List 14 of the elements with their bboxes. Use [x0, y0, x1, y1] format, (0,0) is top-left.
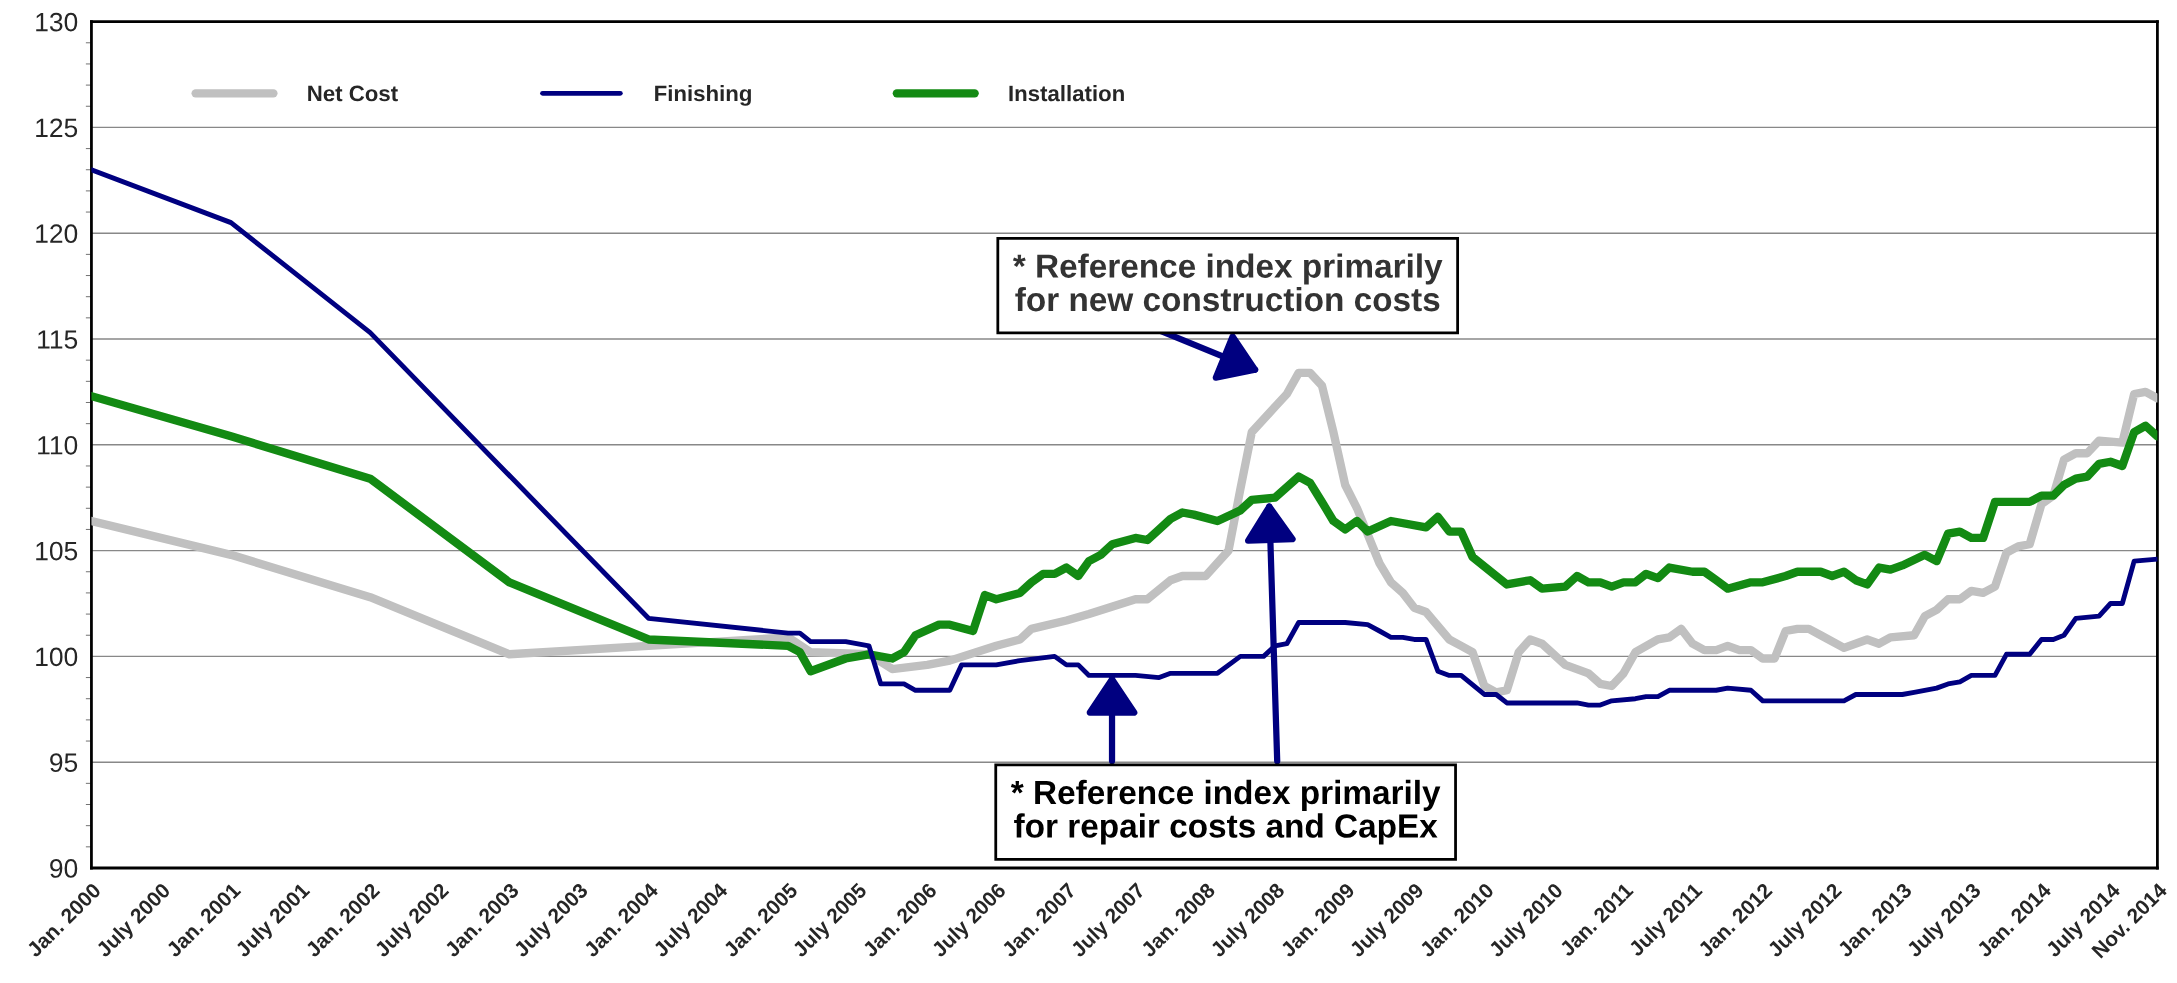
- y-tick-label: 130: [36, 12, 78, 32]
- legend-label: Installation: [1009, 85, 1124, 102]
- y-tick-label: 95: [50, 753, 78, 773]
- y-tick-label: 125: [36, 118, 78, 138]
- annotation: * Reference index primarily for repair costs and CapEx: [1010, 779, 1441, 845]
- legend-label: Net Cost: [308, 85, 398, 102]
- y-tick-label: 90: [50, 859, 78, 878]
- y-tick-label: 110: [38, 435, 78, 455]
- y-tick-label: 120: [36, 224, 78, 244]
- y-tick-label: 105: [36, 541, 78, 561]
- y-tick-label: 100: [36, 647, 78, 667]
- y-tick-label: 115: [38, 330, 78, 349]
- legend-label: Finishing: [655, 85, 751, 106]
- annotation: * Reference index primarily for new construction costs: [1012, 253, 1443, 312]
